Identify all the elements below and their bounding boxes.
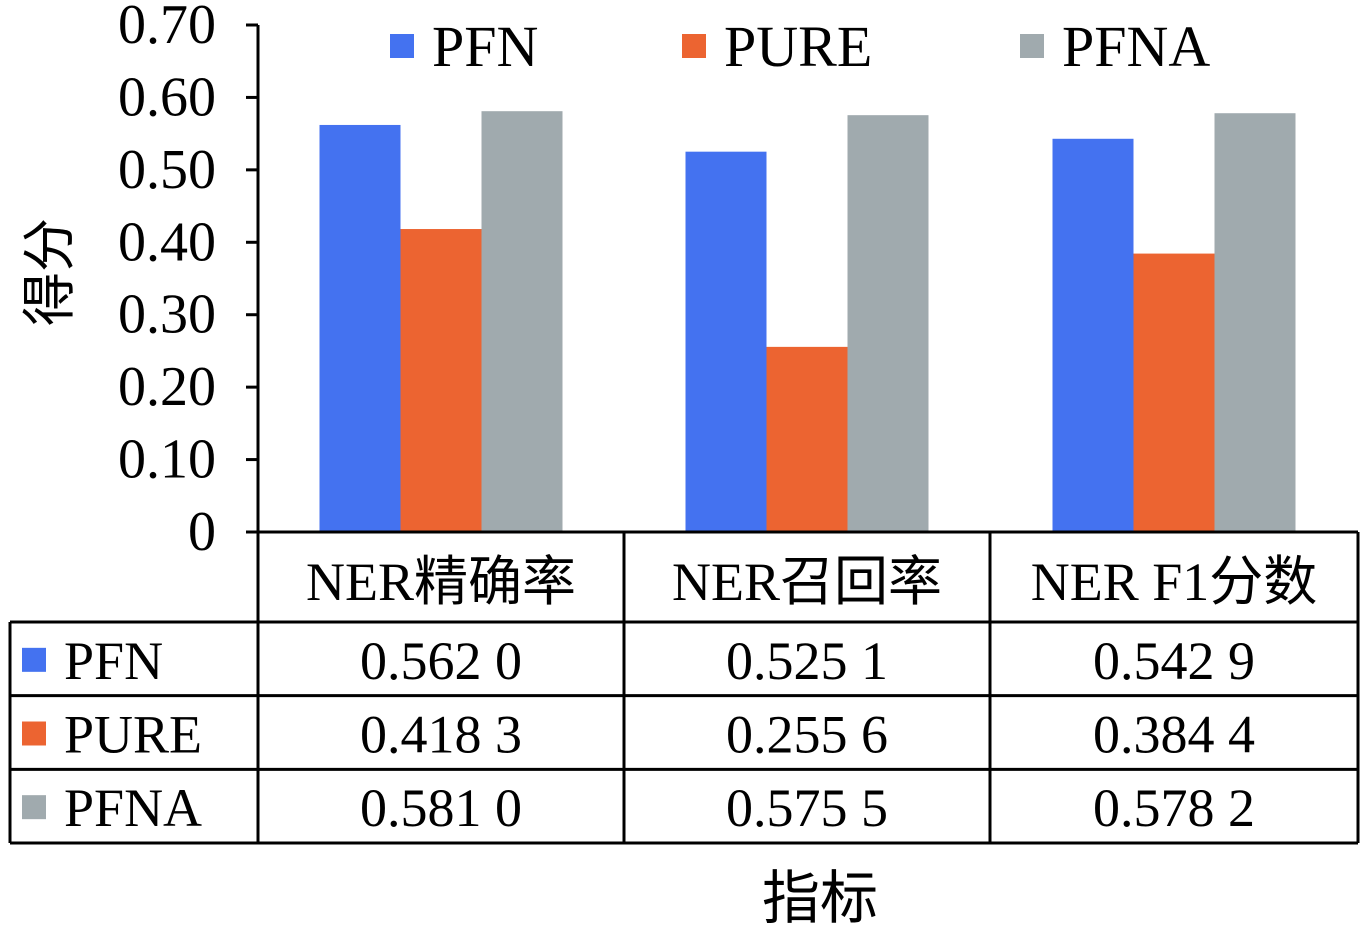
- legend-swatch-pure: [682, 34, 706, 58]
- category-label-2: NER召回率: [672, 552, 942, 612]
- bar-pfn-2: [685, 151, 767, 533]
- bar-pfna-3: [1214, 113, 1296, 532]
- y-tick-label: 0.50: [118, 139, 216, 201]
- bar-pfn-1: [319, 124, 401, 533]
- bar-pfna-1: [481, 111, 563, 532]
- bar-pfna-2: [847, 115, 929, 532]
- y-tick-label: 0.10: [118, 429, 216, 491]
- table-swatch-pfna: [22, 795, 46, 820]
- bar-pure-3: [1133, 253, 1215, 532]
- legend: PFN PURE PFNA: [390, 14, 1210, 79]
- table-cell-pfn-1: 0.562 0: [360, 631, 522, 691]
- table-cell-pure-1: 0.418 3: [360, 705, 522, 765]
- legend-swatch-pfna: [1020, 34, 1044, 58]
- table-cell-pure-3: 0.384 4: [1093, 705, 1255, 765]
- bar-pure-1: [400, 229, 482, 532]
- table-cell-pfna-1: 0.581 0: [360, 778, 522, 838]
- legend-label-pfn: PFN: [432, 14, 538, 79]
- table-cell-pfna-2: 0.575 5: [726, 778, 888, 838]
- y-tick-label: 0.70: [118, 0, 216, 56]
- x-axis-label: 指标: [762, 866, 878, 928]
- table-row-label-pure: PURE: [64, 705, 202, 765]
- y-tick-label: 0: [188, 501, 216, 563]
- plot-area: 0 0.10 0.20 0.30 0.40 0.50 0.60 0.70: [118, 0, 1296, 563]
- table-cell-pfn-2: 0.525 1: [726, 631, 888, 691]
- table-cell-pfna-3: 0.578 2: [1093, 778, 1255, 838]
- table-cell-pfn-3: 0.542 9: [1093, 631, 1255, 691]
- category-label-3: NER F1分数: [1031, 552, 1318, 612]
- y-tick-label: 0.20: [118, 356, 216, 418]
- table-row-label-pfn: PFN: [64, 631, 163, 691]
- table-cell-pure-2: 0.255 6: [726, 705, 888, 765]
- bar-pfn-3: [1052, 138, 1134, 532]
- table-swatch-pure: [22, 721, 46, 746]
- table-swatch-pfn: [22, 647, 46, 672]
- data-table: NER精确率 NER召回率 NER F1分数 PFN 0.562 0 0.525 1 0.5…: [8, 530, 1360, 845]
- table-row-label-pfna: PFNA: [64, 778, 202, 838]
- legend-label-pfna: PFNA: [1062, 14, 1210, 79]
- legend-swatch-pfn: [390, 34, 414, 58]
- y-tick-label: 0.40: [118, 211, 216, 273]
- y-axis-label: 得分: [20, 218, 80, 326]
- y-tick-label: 0.60: [118, 66, 216, 128]
- category-label-1: NER精确率: [306, 552, 576, 612]
- y-tick-label: 0.30: [118, 284, 216, 346]
- bar-pure-2: [766, 346, 848, 532]
- legend-label-pure: PURE: [724, 14, 872, 79]
